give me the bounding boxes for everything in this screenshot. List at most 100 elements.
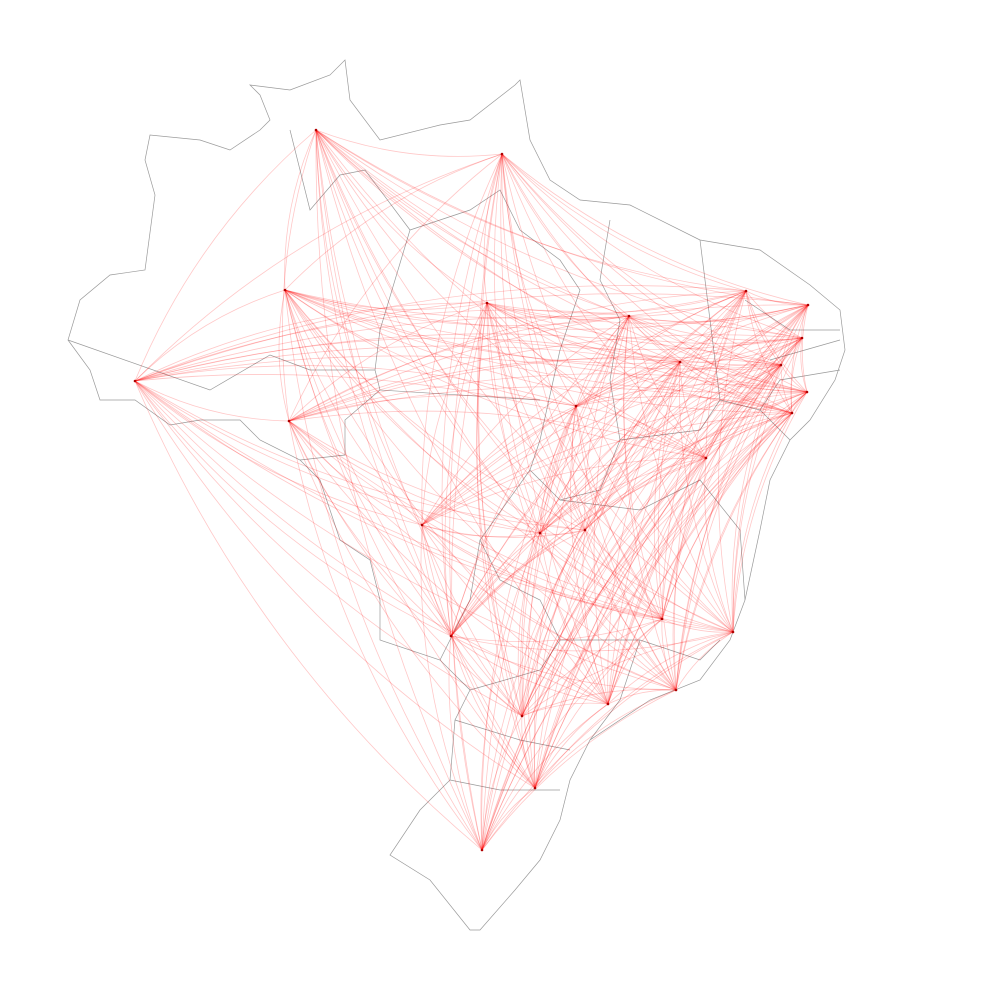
route-arc [481, 703, 609, 851]
route-arc [790, 337, 803, 414]
route-arc [745, 290, 809, 306]
route-arc [421, 524, 536, 789]
route-arc [780, 304, 809, 366]
route-arc [607, 457, 707, 705]
route-arc [134, 365, 577, 407]
route-arc [732, 337, 803, 633]
route-arc [521, 688, 677, 717]
route-arc [661, 364, 782, 620]
route-arc [521, 364, 782, 717]
route-arc [661, 304, 809, 620]
route-arc [288, 420, 677, 691]
city-node [606, 702, 610, 706]
route-arc [315, 129, 809, 306]
route-arc [575, 405, 663, 620]
city-node [790, 411, 794, 415]
route-arc [501, 153, 793, 414]
route-arc [657, 361, 681, 691]
route-arc [539, 532, 677, 691]
arcs [134, 129, 809, 851]
route-arc [705, 337, 803, 459]
route-arc [134, 374, 707, 459]
route-arc [539, 457, 707, 534]
route-arc [134, 285, 747, 382]
city-node [287, 419, 291, 423]
city-node [731, 630, 735, 634]
route-arc [134, 380, 483, 851]
city-node [449, 634, 453, 638]
route-arc [575, 383, 808, 407]
route-arc [780, 337, 803, 366]
route-arc [661, 618, 677, 691]
route-arc [284, 289, 577, 407]
state-border [299, 389, 381, 461]
route-arc [284, 289, 423, 526]
route-arc [584, 315, 630, 531]
route-arc [501, 153, 577, 407]
route-arc [134, 380, 609, 705]
route-arc [539, 337, 803, 534]
route-arc [449, 153, 503, 851]
route-arc [675, 631, 734, 691]
route-arc [288, 420, 452, 637]
route-arc [315, 129, 423, 526]
route-arc [284, 289, 483, 851]
city-node [520, 714, 524, 718]
route-arc [315, 129, 541, 534]
route-arc [450, 337, 803, 637]
state-border [719, 299, 841, 441]
route-arc [288, 420, 586, 531]
state-border [559, 479, 746, 601]
route-arc [501, 153, 803, 339]
route-arc [450, 391, 808, 637]
route-arc [284, 289, 488, 310]
route-arc [421, 302, 488, 526]
route-arc [628, 315, 793, 414]
route-arc [450, 315, 630, 637]
city-node [805, 390, 809, 394]
route-arc [679, 337, 803, 363]
route-arc [534, 391, 808, 789]
route-arc [607, 391, 808, 705]
route-arc [480, 532, 541, 851]
borders [67, 59, 846, 931]
route-arc [134, 309, 630, 382]
route-arc [486, 302, 681, 363]
route-arc [421, 315, 630, 526]
route-arc [607, 631, 734, 705]
route-arc [501, 153, 630, 317]
route-arc [421, 524, 734, 633]
route-arc [539, 290, 747, 534]
route-arc [675, 304, 809, 691]
route-arc [481, 618, 663, 851]
route-arc [732, 412, 793, 633]
route-arc [486, 302, 803, 344]
route-arc [478, 153, 536, 789]
route-arc [450, 405, 577, 637]
route-arc [288, 356, 782, 422]
route-arc [679, 361, 707, 459]
route-arc [284, 289, 523, 717]
route-arc [520, 405, 577, 717]
route-arc [705, 364, 782, 459]
route-arc [284, 289, 707, 459]
route-arc [420, 524, 483, 851]
route-arc [501, 153, 586, 531]
route-arc [288, 373, 808, 422]
route-arc [493, 153, 541, 534]
city-node [583, 528, 587, 532]
route-arc [315, 129, 452, 637]
route-arc [450, 364, 782, 637]
route-arc [134, 380, 663, 620]
route-arc [288, 420, 423, 526]
route-arc [421, 524, 452, 637]
route-arc [134, 380, 677, 691]
route-arc [421, 153, 503, 526]
route-arc [288, 290, 747, 422]
route-arc [481, 631, 734, 851]
city-node [485, 301, 489, 305]
route-arc [584, 364, 782, 531]
route-arc [534, 529, 586, 789]
route-arc [534, 290, 747, 789]
route-arc [134, 380, 541, 534]
